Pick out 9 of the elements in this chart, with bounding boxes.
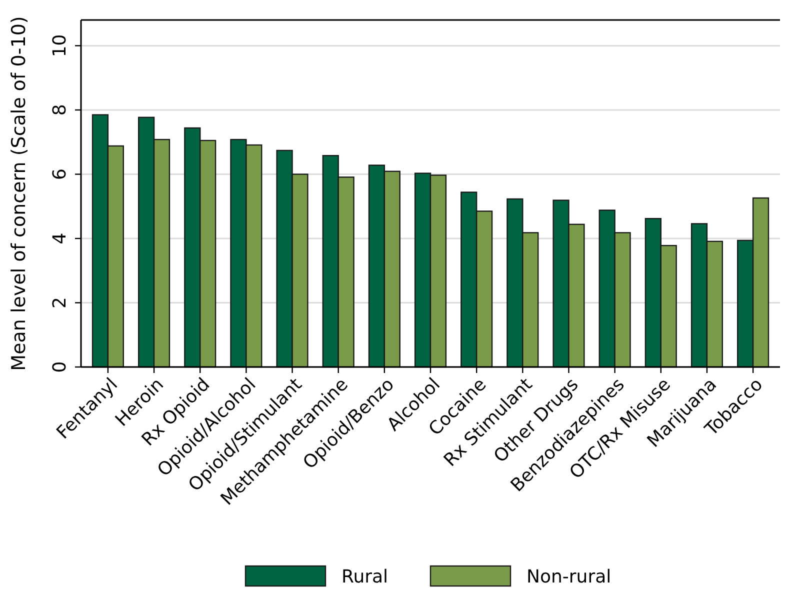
y-tick-label: 2	[49, 297, 70, 308]
y-tick-label: 8	[49, 104, 70, 116]
y-tick-label: 6	[49, 168, 70, 180]
legend-label: Non-rural	[526, 566, 612, 588]
legend-label: Rural	[342, 566, 388, 588]
y-tick-label: 10	[49, 34, 70, 58]
y-tick-label: 4	[49, 232, 70, 244]
y-axis-title: Mean level of concern (Scale of 0-10)	[8, 16, 30, 371]
y-tick-label: 0	[49, 361, 70, 373]
